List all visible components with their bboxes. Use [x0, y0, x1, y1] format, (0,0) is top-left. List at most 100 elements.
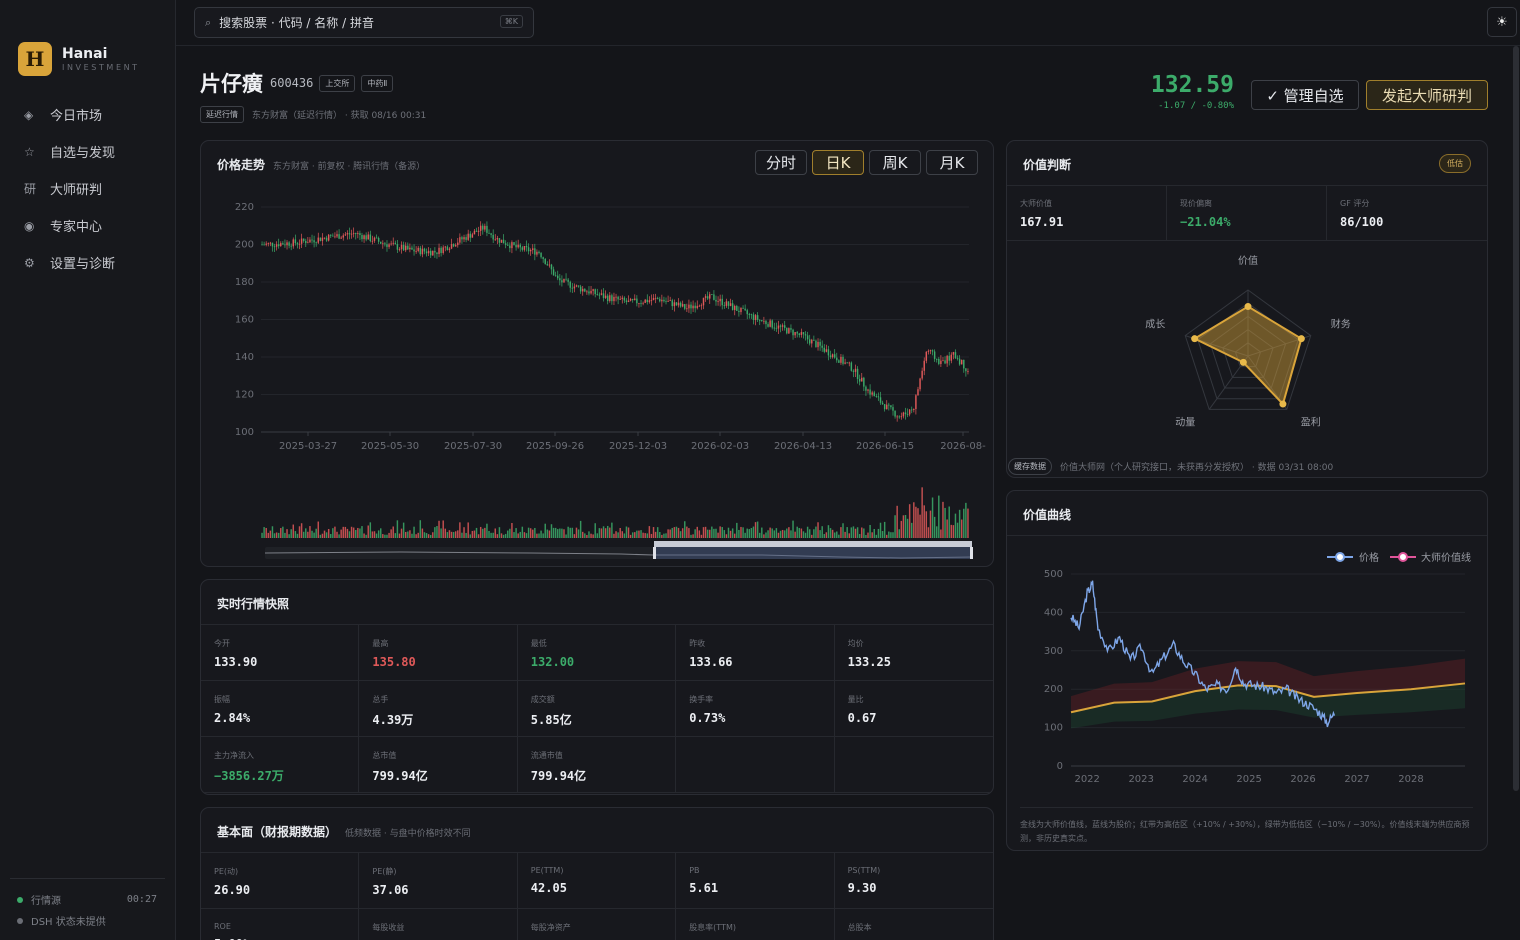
brand[interactable]: H Hanai INVESTMENT [18, 42, 140, 76]
sidebar-item-settings[interactable]: ⚙ 设置与诊断 [0, 244, 176, 281]
candle [461, 235, 463, 244]
candle [956, 355, 959, 361]
sidebar-item-master[interactable]: 研大师研判 [0, 170, 176, 207]
volume-bar [736, 522, 738, 538]
tab-weekly[interactable]: 周K [869, 150, 921, 175]
candle [823, 344, 826, 354]
candle [523, 245, 526, 252]
volume-bar [790, 530, 792, 538]
candle-body [956, 358, 959, 359]
search-input[interactable] [219, 15, 490, 30]
volume-bar [469, 534, 472, 538]
candle-body [967, 371, 969, 372]
volume-bar [935, 526, 938, 538]
value-curve-chart[interactable]: 0 100 200 300 400 500 2022 2023 2024 2025 2026 2027… [1007, 536, 1488, 836]
candle [332, 233, 334, 237]
candle-body [550, 264, 553, 270]
volume-bar [792, 520, 794, 538]
candle [559, 273, 561, 286]
volume-bar [840, 527, 842, 538]
metric-cell: PS(TTM) 9.30 [834, 853, 993, 909]
candle [856, 366, 859, 384]
search-box[interactable]: ⌕ ⌘K [194, 7, 534, 38]
candle [723, 301, 726, 309]
candle [432, 250, 434, 256]
candle-body [792, 329, 794, 336]
scrollbar[interactable] [1513, 46, 1519, 791]
volume-bar [561, 528, 563, 538]
candle [661, 294, 663, 307]
candle-body [265, 243, 267, 245]
candle-body [902, 412, 905, 417]
candle [513, 242, 515, 246]
candle [479, 221, 482, 237]
candle-body [482, 225, 484, 230]
candle [359, 230, 361, 240]
metric-label: 成交额 [530, 695, 555, 704]
volume-bar [686, 526, 688, 538]
candle [488, 229, 490, 234]
candle-body [517, 244, 519, 248]
candle [798, 332, 801, 338]
manage-watchlist-button[interactable]: ✓ 管理自选 [1251, 80, 1359, 110]
volume-bar [869, 524, 871, 538]
candle-body [742, 307, 744, 309]
candle-body [665, 301, 667, 303]
quote-grid: 今开 133.90 最高 135.80 最低 132.00 昨收 133.66 均价 133.25… [201, 625, 993, 793]
candle [540, 252, 542, 259]
candle-body [280, 243, 282, 247]
candle [561, 275, 563, 287]
empty-cell [834, 737, 993, 793]
candle-body [488, 232, 490, 234]
candle-body [654, 297, 657, 299]
metric-cell: PE(静) 37.06 [359, 853, 518, 909]
candle [459, 233, 461, 245]
candle-body [740, 307, 742, 313]
candlestick-chart[interactable]: 100 120 140 160 180 200 220 2025-03-27 2025-05-3… [201, 141, 994, 567]
candle [515, 240, 517, 251]
sidebar-item-experts[interactable]: ◉ 专家中心 [0, 207, 176, 244]
tab-daily[interactable]: 日K [812, 150, 864, 175]
candle [838, 359, 840, 364]
search-icon: ⌕ [205, 15, 212, 29]
candle-body [844, 362, 846, 364]
metric-cell: PE(TTM) 42.05 [517, 853, 677, 909]
theme-toggle-button[interactable]: ☀ [1487, 7, 1517, 37]
candle-body [917, 389, 919, 396]
candle-body [798, 333, 801, 335]
candle [804, 331, 807, 341]
volume-bar [523, 532, 526, 538]
volume-bar [529, 528, 532, 538]
candle-body [858, 378, 861, 382]
candle [644, 298, 646, 304]
volume-bar [377, 530, 380, 538]
candle [617, 295, 619, 305]
candle-body [823, 347, 826, 352]
candle-body [840, 356, 842, 363]
start-master-research-button[interactable]: 发起大师研判 [1366, 80, 1488, 110]
candle-body [573, 286, 576, 289]
sidebar-item-watchlist[interactable]: ☆ 自选与发现 [0, 133, 176, 170]
volume-bar [590, 533, 592, 538]
candle [677, 298, 680, 308]
candle [586, 289, 588, 295]
volume-bar [656, 527, 659, 538]
candle-body [546, 264, 549, 266]
volume-bar [261, 532, 263, 538]
candle-body [775, 327, 778, 329]
tab-monthly[interactable]: 月K [926, 150, 978, 175]
candle [627, 295, 630, 303]
candle [350, 229, 353, 239]
volume-bar [275, 532, 278, 538]
volume-bar [429, 534, 432, 538]
volume-bar [311, 530, 313, 538]
sidebar-item-market[interactable]: ◈ 今日市场 [0, 96, 176, 133]
candle [846, 362, 848, 364]
tab-intraday[interactable]: 分时 [755, 150, 807, 175]
candle [915, 394, 917, 415]
candle [940, 355, 942, 368]
candle [311, 234, 313, 244]
candle [900, 412, 903, 420]
metric-value: 5.00% [214, 937, 358, 940]
card-title: 基本面（财报期数据） 低频数据 · 与盘中价格时效不同 [217, 825, 471, 839]
